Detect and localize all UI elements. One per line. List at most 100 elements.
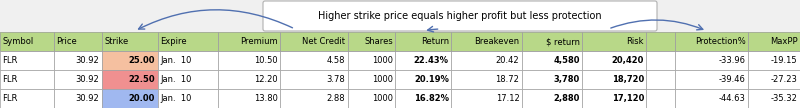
Bar bbox=[0, 32, 54, 51]
Bar bbox=[280, 70, 348, 89]
Bar bbox=[348, 51, 395, 70]
Bar bbox=[748, 32, 800, 51]
Text: MaxPP: MaxPP bbox=[770, 37, 798, 46]
Text: 20.19%: 20.19% bbox=[414, 75, 449, 84]
Bar bbox=[675, 89, 748, 108]
Text: -33.96: -33.96 bbox=[718, 56, 746, 65]
Text: FLR: FLR bbox=[2, 75, 18, 84]
Text: Return: Return bbox=[421, 37, 449, 46]
FancyBboxPatch shape bbox=[263, 1, 657, 31]
Bar bbox=[158, 51, 218, 70]
Text: 18.72: 18.72 bbox=[495, 75, 519, 84]
Text: 22.50: 22.50 bbox=[129, 75, 155, 84]
Bar bbox=[522, 70, 582, 89]
Bar bbox=[395, 70, 451, 89]
Text: FLR: FLR bbox=[2, 56, 18, 65]
Bar bbox=[0, 51, 54, 70]
Bar bbox=[451, 89, 522, 108]
Text: Higher strike price equals higher profit but less protection: Higher strike price equals higher profit… bbox=[318, 11, 602, 21]
Bar bbox=[646, 70, 675, 89]
Text: Jan.  10: Jan. 10 bbox=[160, 75, 191, 84]
Text: Jan.  10: Jan. 10 bbox=[160, 56, 191, 65]
Bar bbox=[218, 70, 280, 89]
Text: 30.92: 30.92 bbox=[75, 56, 99, 65]
Bar bbox=[451, 70, 522, 89]
Text: Symbol: Symbol bbox=[2, 37, 34, 46]
Bar bbox=[646, 32, 675, 51]
Bar bbox=[102, 70, 158, 89]
Text: Protection%: Protection% bbox=[695, 37, 746, 46]
Text: 3,780: 3,780 bbox=[554, 75, 580, 84]
Bar bbox=[522, 32, 582, 51]
Bar bbox=[158, 32, 218, 51]
Text: 13.80: 13.80 bbox=[254, 94, 278, 103]
Text: 10.50: 10.50 bbox=[254, 56, 278, 65]
Bar bbox=[522, 89, 582, 108]
Text: -39.46: -39.46 bbox=[718, 75, 746, 84]
Text: 4,580: 4,580 bbox=[553, 56, 580, 65]
Text: 20.42: 20.42 bbox=[496, 56, 519, 65]
Bar bbox=[54, 70, 102, 89]
Bar bbox=[54, 89, 102, 108]
Text: 3.78: 3.78 bbox=[326, 75, 345, 84]
Bar bbox=[582, 89, 646, 108]
Bar bbox=[280, 51, 348, 70]
Bar bbox=[54, 32, 102, 51]
Text: -27.23: -27.23 bbox=[770, 75, 798, 84]
Text: -19.15: -19.15 bbox=[771, 56, 798, 65]
Text: Premium: Premium bbox=[240, 37, 278, 46]
Text: 22.43%: 22.43% bbox=[414, 56, 449, 65]
Bar bbox=[395, 32, 451, 51]
Text: Breakeven: Breakeven bbox=[474, 37, 519, 46]
Bar bbox=[348, 32, 395, 51]
Bar bbox=[218, 51, 280, 70]
Text: 2,880: 2,880 bbox=[554, 94, 580, 103]
Bar bbox=[0, 32, 800, 51]
Text: Net Credit: Net Credit bbox=[302, 37, 345, 46]
Bar bbox=[748, 51, 800, 70]
Text: Jan.  10: Jan. 10 bbox=[160, 94, 191, 103]
Bar bbox=[0, 89, 54, 108]
Text: 1000: 1000 bbox=[372, 75, 393, 84]
Bar bbox=[748, 70, 800, 89]
Text: Risk: Risk bbox=[626, 37, 644, 46]
Bar bbox=[218, 32, 280, 51]
Bar bbox=[158, 89, 218, 108]
Text: 30.92: 30.92 bbox=[75, 94, 99, 103]
Bar bbox=[522, 51, 582, 70]
Text: 18,720: 18,720 bbox=[612, 75, 644, 84]
Bar bbox=[280, 89, 348, 108]
Text: Price: Price bbox=[57, 37, 78, 46]
Text: 1000: 1000 bbox=[372, 56, 393, 65]
Text: 1000: 1000 bbox=[372, 94, 393, 103]
Bar bbox=[451, 51, 522, 70]
Text: 12.20: 12.20 bbox=[254, 75, 278, 84]
Bar bbox=[54, 51, 102, 70]
Text: 16.82%: 16.82% bbox=[414, 94, 449, 103]
Text: 17.12: 17.12 bbox=[496, 94, 519, 103]
Text: Expire: Expire bbox=[160, 37, 187, 46]
Text: 20.00: 20.00 bbox=[129, 94, 155, 103]
Bar bbox=[646, 89, 675, 108]
Bar bbox=[646, 51, 675, 70]
Bar bbox=[395, 89, 451, 108]
Bar bbox=[102, 89, 158, 108]
Bar bbox=[748, 89, 800, 108]
Bar bbox=[675, 70, 748, 89]
Text: Strike: Strike bbox=[104, 37, 129, 46]
Text: 2.88: 2.88 bbox=[326, 94, 345, 103]
Text: 20,420: 20,420 bbox=[611, 56, 644, 65]
Bar bbox=[675, 32, 748, 51]
Text: Shares: Shares bbox=[364, 37, 393, 46]
Bar bbox=[0, 70, 54, 89]
Bar bbox=[582, 32, 646, 51]
Text: FLR: FLR bbox=[2, 94, 18, 103]
Bar bbox=[675, 51, 748, 70]
Bar bbox=[348, 89, 395, 108]
Bar bbox=[348, 70, 395, 89]
Bar bbox=[102, 51, 158, 70]
Bar bbox=[451, 32, 522, 51]
Bar bbox=[582, 70, 646, 89]
Text: 4.58: 4.58 bbox=[326, 56, 345, 65]
Bar bbox=[218, 89, 280, 108]
